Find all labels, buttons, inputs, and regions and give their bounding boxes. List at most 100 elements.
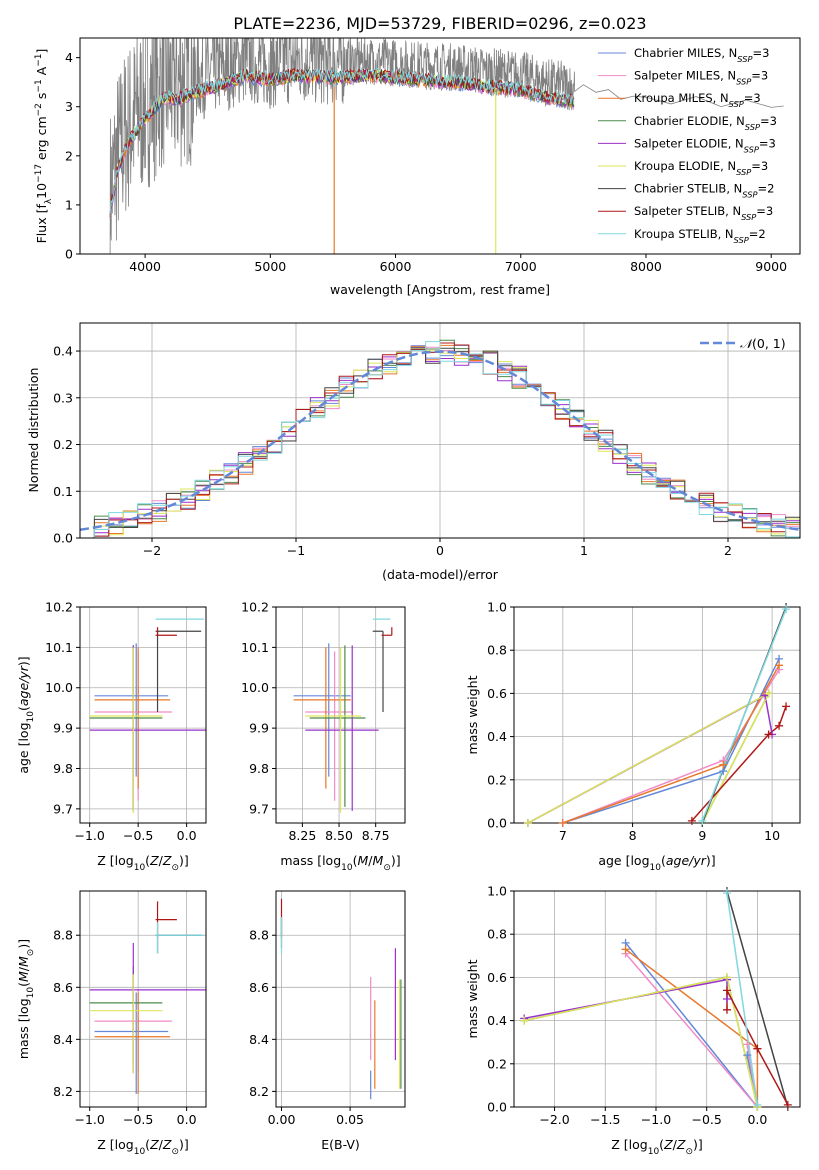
marker-salpeter_stelib [782,702,791,711]
axes-frame [513,890,801,1108]
tick-label-y: 3 [65,99,73,114]
tick-label-x: 0.0 [177,828,197,843]
tick-label-y: 0.2 [487,772,507,787]
tick-label-y: 0 [65,247,73,262]
tick-label-y: 2 [65,148,73,163]
tick-label-x: −1.0 [75,828,105,843]
plot-area [109,38,784,254]
tick-label-y: 1.0 [487,884,507,899]
tick-label-y: 0.8 [487,643,507,658]
tick-label-x: 2 [724,543,732,558]
tick-label-y: 8.2 [53,1084,73,1099]
spectrum-legend: Chabrier MILES, NSSP=3 Salpeter MILES, NS… [598,46,777,245]
tick-label-x: 5000 [254,259,286,274]
legend-label-kroupa_miles: Kroupa MILES, NSSP=3 [634,91,761,109]
tick-label-x: 6000 [380,259,412,274]
tick-label-y: 0.2 [487,1056,507,1071]
legend-label-kroupa_stelib: Kroupa STELIB, NSSP=2 [634,227,766,245]
tick-label-y: 0.0 [487,816,507,831]
axes-frame [79,606,207,824]
tick-label-y: 10.0 [241,680,269,695]
legend-label-salpeter_miles: Salpeter MILES, NSSP=3 [634,69,768,87]
tick-label-x: 9 [698,828,706,843]
series-line-kroupa_miles [562,664,780,823]
tick-label-y: 9.9 [53,721,73,736]
tick-label-x: 4000 [129,259,161,274]
tick-label-x: 1 [580,543,588,558]
tick-label-x: 8.25 [288,828,316,843]
y-axis-label: mass [log10(M/M⊙)] [16,939,36,1059]
tick-label-y: 8.8 [249,928,269,943]
tick-label-x: 0.05 [336,1112,364,1127]
legend-label-kroupa_elodie: Kroupa ELODIE, NSSP=3 [634,159,768,177]
tick-label-y: 0.6 [487,686,507,701]
y-axis-label: Flux [fλ10−17 erg cm−2 s−1 A−1] [34,49,54,244]
panel-Z_vs_age: −1.0 −0.5 0.0 9.7 9.8 9.9 10.0 10.1 10.2 Z [log10… [16,600,207,873]
tick-label-y: 0.4 [487,1013,507,1028]
model-spectrum-kroupa_elodie [109,68,575,216]
marker-salpeter_stelib [722,1005,731,1014]
plot-area [89,901,206,1094]
legend-label-salpeter_elodie: Salpeter ELODIE, NSSP=3 [634,136,776,154]
marker-salpeter_stelib [775,721,784,730]
panel-Z_vs_weight: −2.0 −1.5 −1.0 −0.5 0.0 0.0 0.2 0.4 0.6 0.8 1.0 Z [… [465,884,801,1157]
tick-label-y: 10.1 [45,640,73,655]
tick-label-x: 0.0 [177,1112,197,1127]
tick-label-y: 0.8 [487,927,507,942]
series-line-chabrier_miles [562,658,780,823]
marker-salpeter_stelib [722,986,731,995]
x-axis-label: age [log10(age/yr)] [598,853,715,873]
normal-curve [80,350,800,532]
panel-Z_vs_mass: −1.0 −0.5 0.0 8.2 8.4 8.6 8.8 Z [log10(Z/Z⊙)] ma… [16,890,207,1157]
tick-label-x: 8.75 [362,828,390,843]
tick-label-y: 10.2 [241,600,269,615]
figure-title: PLATE=2236, MJD=53729, FIBERID=0296, z=0… [233,14,646,33]
plot-area [527,607,787,823]
tick-label-x: −0.5 [123,1112,153,1127]
tick-label-x: 8000 [630,259,662,274]
panel-age_vs_weight: 7 8 9 10 0.0 0.2 0.4 0.6 0.8 1.0 age [log10(age/yr… [465,600,801,873]
x-axis-label: E(B-V) [321,1137,360,1152]
tick-label-y: 10.1 [241,640,269,655]
tick-label-x: 8.50 [325,828,353,843]
tick-label-y: 4 [65,50,73,65]
axes-frame [79,37,801,255]
plot-area [89,618,206,813]
x-axis-label: (data-model)/error [382,567,499,582]
marker-kroupa_miles [719,760,728,769]
x-axis-label: Z [log10(Z/Z⊙)] [97,853,189,873]
axes-frame [79,890,207,1108]
tick-label-y: 8.4 [53,1032,73,1047]
tick-label-y: 9.8 [249,761,269,776]
tick-label-y: 0.6 [487,970,507,985]
marker-kroupa_stelib [782,605,791,614]
series-line-salpeter_stelib [691,706,787,822]
marker-kroupa_elodie [764,689,773,698]
series-line-kroupa_stelib [701,608,787,822]
marker-salpeter_stelib [783,1100,792,1109]
tick-label-x: 8 [629,828,637,843]
tick-label-x: 0.0 [747,1112,767,1127]
marker-salpeter_miles [743,1040,752,1049]
legend-label-chabrier_miles: Chabrier MILES, NSSP=3 [634,46,769,64]
series-line-kroupa_elodie [527,691,771,823]
tick-label-x: 9000 [755,259,787,274]
marker-kroupa_elodie [722,973,731,982]
tick-label-y: 8.6 [53,980,73,995]
tick-label-y: 0.1 [53,484,73,499]
tick-label-x: 10 [764,828,780,843]
tick-label-y: 0.3 [53,390,73,405]
x-axis-label: Z [log10(Z/Z⊙)] [611,1137,703,1157]
axes-frame [513,606,801,824]
axes-frame [275,606,406,824]
plot-area [280,898,402,1100]
marker-kroupa_elodie [523,819,532,827]
x-axis-label: mass [log10(M/M⊙)] [280,853,400,873]
marker-kroupa_miles [775,661,784,670]
tick-label-x: −1.0 [641,1112,671,1127]
observed-spectrum [109,38,784,254]
panel-spectrum: 4000 5000 6000 7000 8000 9000 0 1 2 3 4 Flux [fλ10−… [34,37,801,297]
tick-label-y: 9.7 [249,801,269,816]
tick-label-y: 8.2 [249,1084,269,1099]
series-line-kroupa_stelib [726,893,759,1105]
